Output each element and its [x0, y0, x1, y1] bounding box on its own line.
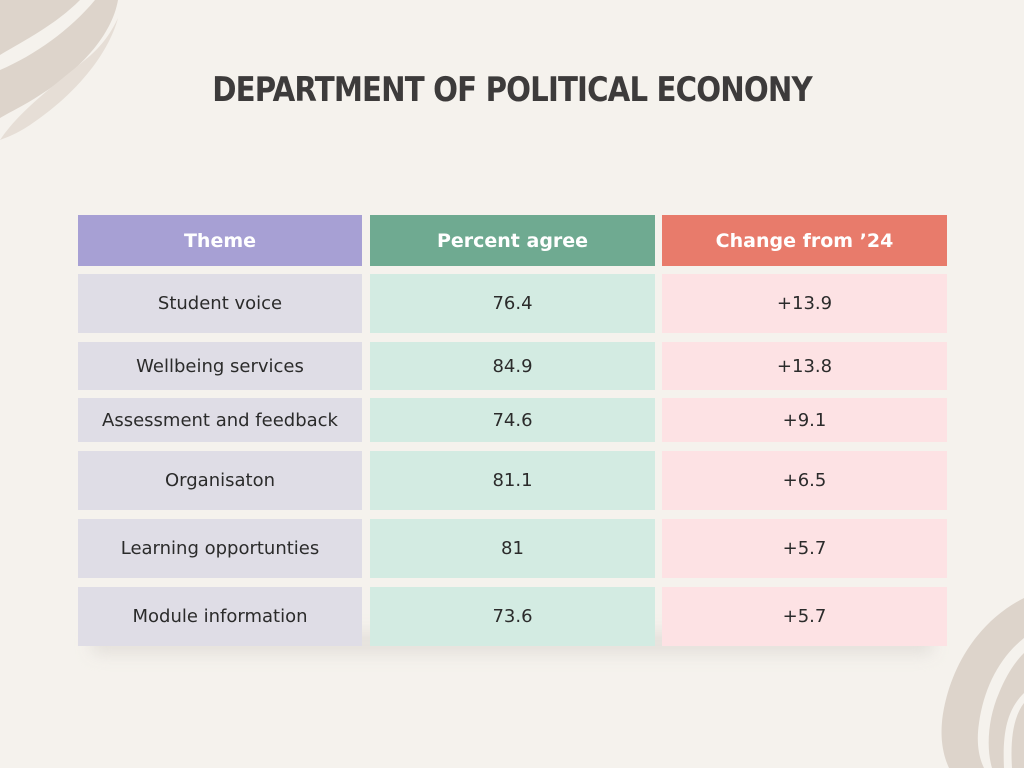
cell-theme: Learning opportunties: [78, 519, 362, 578]
cell-change: +13.9: [662, 274, 947, 333]
cell-theme: Wellbeing services: [78, 342, 362, 390]
cell-percent-agree: 84.9: [370, 342, 655, 390]
page-title: DEPARTMENT OF POLITICAL ECONONY: [212, 70, 812, 110]
header-percent-agree: Percent agree: [370, 215, 655, 266]
cell-theme: Student voice: [78, 274, 362, 333]
cell-change: +13.8: [662, 342, 947, 390]
cell-change: +5.7: [662, 519, 947, 578]
cell-percent-agree: 81.1: [370, 451, 655, 510]
cell-theme: Organisaton: [78, 451, 362, 510]
header-theme: Theme: [78, 215, 362, 266]
cell-change: +6.5: [662, 451, 947, 510]
cell-percent-agree: 74.6: [370, 398, 655, 442]
cell-theme: Assessment and feedback: [78, 398, 362, 442]
cell-change: +5.7: [662, 587, 947, 646]
cell-change: +9.1: [662, 398, 947, 442]
cell-theme: Module information: [78, 587, 362, 646]
cell-percent-agree: 81: [370, 519, 655, 578]
header-change: Change from ’24: [662, 215, 947, 266]
cell-percent-agree: 76.4: [370, 274, 655, 333]
cell-percent-agree: 73.6: [370, 587, 655, 646]
